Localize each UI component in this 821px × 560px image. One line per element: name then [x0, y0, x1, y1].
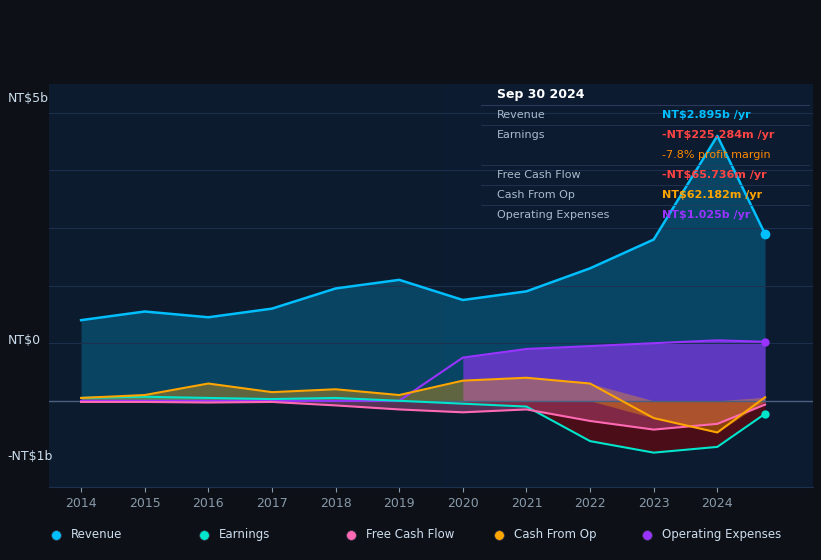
Text: Operating Expenses: Operating Expenses	[497, 209, 609, 220]
Text: -NT$65.736m /yr: -NT$65.736m /yr	[662, 170, 766, 180]
Text: Cash From Op: Cash From Op	[497, 190, 575, 200]
Text: NT$5b: NT$5b	[7, 92, 48, 105]
Text: -NT$225.284m /yr: -NT$225.284m /yr	[662, 130, 774, 140]
Text: Revenue: Revenue	[497, 110, 546, 120]
Text: Operating Expenses: Operating Expenses	[662, 528, 781, 542]
Text: Revenue: Revenue	[71, 528, 122, 542]
Text: Free Cash Flow: Free Cash Flow	[366, 528, 455, 542]
Text: Earnings: Earnings	[497, 130, 546, 140]
Text: NT$1.025b /yr: NT$1.025b /yr	[662, 209, 750, 220]
Text: -7.8% profit margin: -7.8% profit margin	[662, 150, 770, 160]
Text: NT$0: NT$0	[7, 334, 40, 347]
Text: Cash From Op: Cash From Op	[514, 528, 596, 542]
Text: NT$62.182m /yr: NT$62.182m /yr	[662, 190, 762, 200]
Text: Sep 30 2024: Sep 30 2024	[497, 88, 585, 101]
Text: -NT$1b: -NT$1b	[7, 450, 53, 464]
Text: Earnings: Earnings	[218, 528, 270, 542]
Text: Free Cash Flow: Free Cash Flow	[497, 170, 580, 180]
Bar	[444, 84, 813, 487]
Text: NT$2.895b /yr: NT$2.895b /yr	[662, 110, 750, 120]
